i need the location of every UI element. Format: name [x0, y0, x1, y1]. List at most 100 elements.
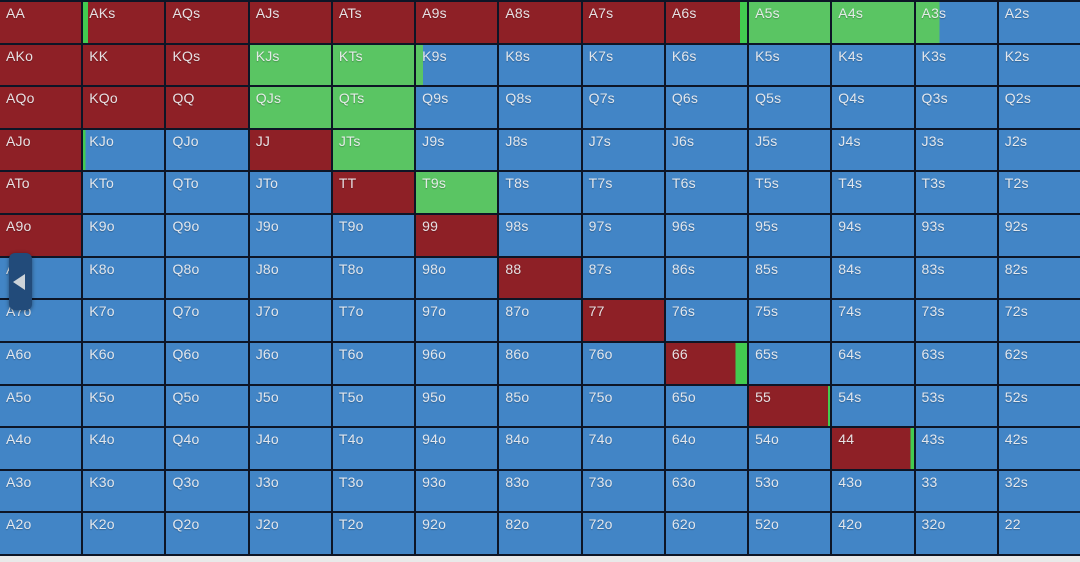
cell-63s[interactable]: 63s — [915, 342, 997, 384]
cell-AQo[interactable]: AQo — [0, 87, 82, 128]
cell-99[interactable]: 99 — [416, 215, 498, 256]
cell-74o[interactable]: 74o — [582, 428, 664, 469]
cell-42s[interactable]: 42s — [998, 428, 1080, 469]
cell-K9s[interactable]: K9s — [416, 44, 498, 86]
cell-73s[interactable]: 73s — [915, 300, 997, 341]
cell-76o[interactable]: 76o — [582, 342, 664, 384]
cell-77[interactable]: 77 — [582, 300, 664, 341]
cell-K6s[interactable]: K6s — [665, 44, 748, 86]
cell-J2o[interactable]: J2o — [249, 513, 331, 554]
cell-T8s[interactable]: T8s — [499, 172, 581, 214]
cell-KTs[interactable]: KTs — [332, 44, 415, 86]
cell-32s[interactable]: 32s — [998, 470, 1080, 512]
cell-A4s[interactable]: A4s — [832, 2, 914, 43]
cell-J8s[interactable]: J8s — [499, 129, 581, 171]
cell-66[interactable]: 66 — [665, 342, 748, 384]
cell-K3s[interactable]: K3s — [915, 44, 997, 86]
cell-55[interactable]: 55 — [749, 385, 831, 427]
cell-Q5o[interactable]: Q5o — [166, 385, 248, 427]
cell-J5s[interactable]: J5s — [749, 129, 831, 171]
cell-43o[interactable]: 43o — [832, 470, 914, 512]
cell-75s[interactable]: 75s — [749, 300, 831, 341]
cell-A9s[interactable]: A9s — [416, 2, 498, 43]
cell-87s[interactable]: 87s — [582, 257, 664, 299]
cell-ATs[interactable]: ATs — [332, 2, 415, 43]
cell-93s[interactable]: 93s — [915, 215, 997, 256]
cell-T5s[interactable]: T5s — [749, 172, 831, 214]
cell-K2o[interactable]: K2o — [83, 513, 165, 554]
cell-T8o[interactable]: T8o — [332, 257, 415, 299]
cell-92o[interactable]: 92o — [416, 513, 498, 554]
cell-J8o[interactable]: J8o — [249, 257, 331, 299]
cell-Q9s[interactable]: Q9s — [416, 87, 498, 128]
cell-T7o[interactable]: T7o — [332, 300, 415, 341]
cell-J9s[interactable]: J9s — [416, 129, 498, 171]
cell-65o[interactable]: 65o — [665, 385, 748, 427]
cell-A9o[interactable]: A9o — [0, 215, 82, 256]
cell-62s[interactable]: 62s — [998, 342, 1080, 384]
cell-Q4o[interactable]: Q4o — [166, 428, 248, 469]
cell-K8s[interactable]: K8s — [499, 44, 581, 86]
cell-J3o[interactable]: J3o — [249, 470, 331, 512]
cell-Q2o[interactable]: Q2o — [166, 513, 248, 554]
cell-T4o[interactable]: T4o — [332, 428, 415, 469]
cell-K3o[interactable]: K3o — [83, 470, 165, 512]
cell-82o[interactable]: 82o — [499, 513, 581, 554]
cell-65s[interactable]: 65s — [749, 342, 831, 384]
cell-J7o[interactable]: J7o — [249, 300, 331, 341]
cell-Q7s[interactable]: Q7s — [582, 87, 664, 128]
cell-Q5s[interactable]: Q5s — [749, 87, 831, 128]
cell-72o[interactable]: 72o — [582, 513, 664, 554]
cell-Q6s[interactable]: Q6s — [665, 87, 748, 128]
cell-A5o[interactable]: A5o — [0, 385, 82, 427]
cell-T4s[interactable]: T4s — [832, 172, 914, 214]
cell-QJo[interactable]: QJo — [166, 129, 248, 171]
cell-Q8o[interactable]: Q8o — [166, 257, 248, 299]
cell-TT[interactable]: TT — [332, 172, 415, 214]
cell-Q4s[interactable]: Q4s — [832, 87, 914, 128]
cell-ATo[interactable]: ATo — [0, 172, 82, 214]
cell-T2s[interactable]: T2s — [998, 172, 1080, 214]
cell-Q9o[interactable]: Q9o — [166, 215, 248, 256]
cell-JTo[interactable]: JTo — [249, 172, 331, 214]
cell-95o[interactable]: 95o — [416, 385, 498, 427]
cell-Q3o[interactable]: Q3o — [166, 470, 248, 512]
cell-83o[interactable]: 83o — [499, 470, 581, 512]
cell-Q6o[interactable]: Q6o — [166, 342, 248, 384]
cell-Q8s[interactable]: Q8s — [499, 87, 581, 128]
cell-AA[interactable]: AA — [0, 2, 82, 43]
cell-J6s[interactable]: J6s — [665, 129, 748, 171]
cell-T9s[interactable]: T9s — [416, 172, 498, 214]
cell-T9o[interactable]: T9o — [332, 215, 415, 256]
cell-96o[interactable]: 96o — [416, 342, 498, 384]
cell-A6s[interactable]: A6s — [665, 2, 748, 43]
cell-75o[interactable]: 75o — [582, 385, 664, 427]
cell-86o[interactable]: 86o — [499, 342, 581, 384]
cell-87o[interactable]: 87o — [499, 300, 581, 341]
back-button[interactable] — [9, 253, 32, 310]
cell-A3s[interactable]: A3s — [915, 2, 997, 43]
cell-42o[interactable]: 42o — [832, 513, 914, 554]
cell-97o[interactable]: 97o — [416, 300, 498, 341]
cell-K5s[interactable]: K5s — [749, 44, 831, 86]
cell-T3s[interactable]: T3s — [915, 172, 997, 214]
cell-86s[interactable]: 86s — [665, 257, 748, 299]
cell-33[interactable]: 33 — [915, 470, 997, 512]
cell-64o[interactable]: 64o — [665, 428, 748, 469]
cell-98s[interactable]: 98s — [499, 215, 581, 256]
cell-52o[interactable]: 52o — [749, 513, 831, 554]
cell-85s[interactable]: 85s — [749, 257, 831, 299]
cell-53o[interactable]: 53o — [749, 470, 831, 512]
cell-J3s[interactable]: J3s — [915, 129, 997, 171]
cell-73o[interactable]: 73o — [582, 470, 664, 512]
cell-T6o[interactable]: T6o — [332, 342, 415, 384]
cell-KJo[interactable]: KJo — [83, 129, 165, 171]
cell-K7o[interactable]: K7o — [83, 300, 165, 341]
cell-T7s[interactable]: T7s — [582, 172, 664, 214]
cell-KQs[interactable]: KQs — [166, 44, 248, 86]
cell-62o[interactable]: 62o — [665, 513, 748, 554]
cell-K4s[interactable]: K4s — [832, 44, 914, 86]
cell-96s[interactable]: 96s — [665, 215, 748, 256]
cell-74s[interactable]: 74s — [832, 300, 914, 341]
cell-97s[interactable]: 97s — [582, 215, 664, 256]
